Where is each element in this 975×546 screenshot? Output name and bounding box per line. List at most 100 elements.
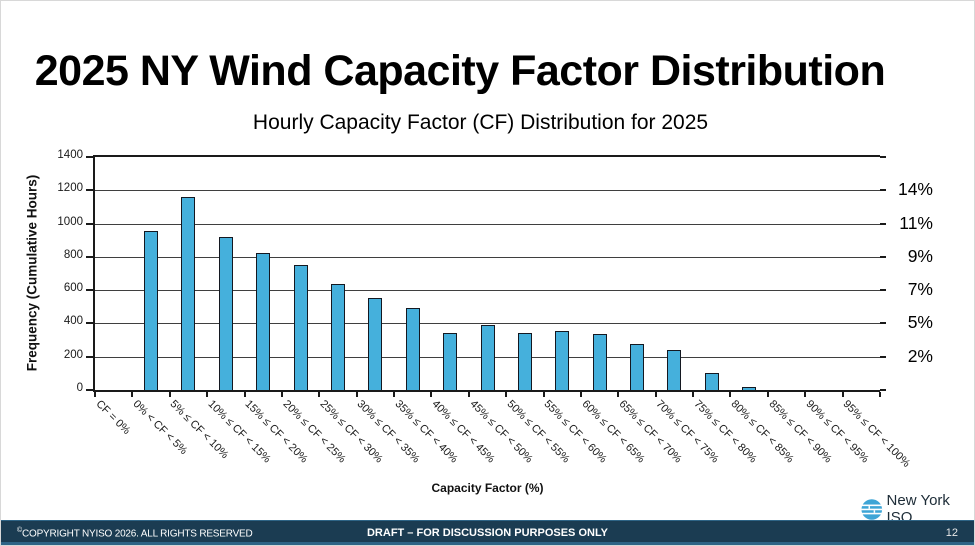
- bar: [293, 265, 308, 390]
- y-axis-tick: [86, 322, 93, 325]
- right-axis-tick: [880, 322, 886, 325]
- y-tick-label: 1400: [57, 149, 83, 161]
- y-tick-label: 800: [63, 248, 83, 261]
- copyright-text: ©COPYRIGHT NYISO 2026. ALL RIGHTS RESERV…: [17, 526, 253, 540]
- y-axis-tick: [86, 355, 93, 358]
- bar: [667, 350, 682, 390]
- chart-title: Hourly Capacity Factor (CF) Distribution…: [252, 111, 709, 134]
- y-tick-label: 0: [76, 382, 83, 394]
- x-tick-label: 45% ≤ CF < 50%: [467, 398, 535, 466]
- bar: [330, 283, 345, 390]
- bar: [592, 334, 607, 390]
- x-tick-label: 70% ≤ CF < 75%: [653, 398, 722, 466]
- x-tick-label: 20% ≤ CF < 25%: [280, 398, 348, 466]
- right-axis-tick: [880, 222, 886, 225]
- right-axis-tick: [880, 189, 886, 192]
- bar: [480, 325, 495, 390]
- bar: [704, 372, 719, 390]
- x-axis-tick: [318, 392, 321, 397]
- gridline: [95, 290, 880, 292]
- page-number: 12: [945, 527, 958, 539]
- chart-plot: [93, 155, 880, 392]
- x-tick-label: 85% ≤ CF < 90%: [766, 398, 834, 466]
- right-axis-label: 11%: [899, 212, 933, 233]
- right-axis-tick: [880, 389, 886, 391]
- x-axis-tick: [131, 392, 134, 397]
- y-axis-tick: [86, 156, 93, 158]
- y-tick-label: 200: [63, 348, 83, 361]
- right-axis-tick: [880, 156, 886, 158]
- x-axis-tick: [168, 392, 171, 397]
- draft-notice: DRAFT – FOR DISCUSSION PURPOSES ONLY: [366, 527, 609, 539]
- x-axis-tick: [355, 392, 358, 397]
- right-axis-tick: [880, 255, 886, 258]
- x-axis-tick: [243, 392, 246, 397]
- x-axis-tick: [579, 392, 582, 397]
- y-tick-label: 1200: [57, 182, 83, 195]
- bar: [405, 308, 420, 390]
- y-axis-title: Frequency (Cumulative Hours): [24, 174, 40, 372]
- bar: [368, 298, 383, 390]
- bar: [517, 333, 532, 390]
- x-axis-tick: [94, 392, 96, 397]
- x-tick-label: 30% ≤ CF < 35%: [354, 398, 423, 466]
- gridline: [95, 323, 880, 325]
- x-axis-tick: [393, 392, 396, 397]
- page-title: 2025 NY Wind Capacity Factor Distributio…: [34, 47, 886, 95]
- x-axis-tick: [804, 392, 807, 397]
- x-axis-tick: [280, 392, 283, 397]
- x-axis-title: Capacity Factor (%): [431, 481, 544, 495]
- x-axis-tick: [430, 392, 433, 397]
- y-axis-tick: [86, 255, 93, 258]
- right-axis-label: 5%: [907, 312, 933, 333]
- bar: [181, 196, 196, 390]
- right-axis-tick: [880, 355, 886, 358]
- x-tick-label: 95% ≤ CF < 100%: [840, 398, 913, 470]
- y-tick-label: 600: [63, 282, 83, 295]
- bar: [742, 386, 757, 390]
- right-axis-tick: [880, 289, 886, 292]
- x-tick-label: 25% ≤ CF < 30%: [317, 398, 385, 466]
- right-axis-label: 7%: [907, 279, 933, 300]
- bar: [630, 344, 645, 390]
- x-tick-label: 90% ≤ CF < 95%: [803, 398, 871, 466]
- bar: [555, 330, 570, 390]
- x-axis-tick: [617, 392, 620, 397]
- y-axis-tick: [86, 289, 93, 292]
- y-axis-tick: [86, 389, 93, 391]
- x-axis-tick: [505, 392, 508, 397]
- right-axis-label: 14%: [897, 179, 933, 200]
- y-axis-tick: [86, 189, 93, 192]
- x-axis-tick: [766, 392, 769, 397]
- x-tick-label: 50% ≤ CF < 55%: [504, 398, 572, 466]
- gridline: [95, 256, 880, 258]
- bar: [144, 231, 159, 390]
- x-tick-label: CF = 0%: [93, 398, 133, 437]
- y-axis-tick: [86, 222, 93, 225]
- x-axis-tick: [729, 392, 732, 397]
- bar: [218, 236, 233, 390]
- x-axis-tick: [542, 392, 545, 397]
- y-tick-label: 1000: [57, 215, 83, 228]
- x-axis-tick: [654, 392, 657, 397]
- x-tick-label: 65% ≤ CF < 70%: [616, 398, 684, 466]
- globe-icon: [861, 498, 883, 520]
- right-axis-label: 2%: [907, 345, 933, 366]
- gridline: [95, 223, 880, 225]
- x-axis-tick: [467, 392, 470, 397]
- y-tick-label: 400: [63, 315, 83, 328]
- footer-bar: ©COPYRIGHT NYISO 2026. ALL RIGHTS RESERV…: [1, 520, 974, 545]
- right-axis-label: 9%: [907, 245, 933, 266]
- bar: [443, 333, 458, 390]
- gridline: [95, 190, 880, 192]
- x-tick-label: 60% ≤ CF < 65%: [579, 398, 647, 466]
- bar: [256, 252, 271, 390]
- x-axis-tick: [206, 392, 209, 397]
- nyiso-logo: New York ISO: [861, 492, 974, 526]
- x-axis-tick: [879, 392, 881, 397]
- x-axis-tick: [692, 392, 695, 397]
- x-axis-tick: [841, 392, 844, 397]
- footer-accent-strip: [1, 542, 974, 545]
- copyright-symbol: ©: [17, 526, 22, 534]
